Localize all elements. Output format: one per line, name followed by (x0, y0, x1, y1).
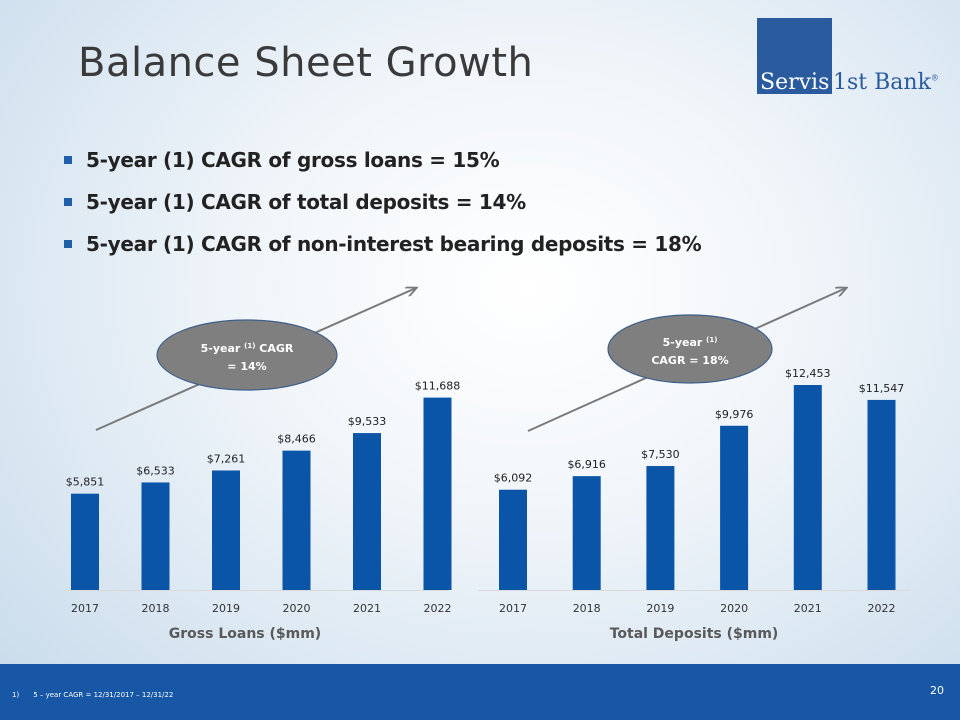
bullet-list: 5-year (1) CAGR of gross loans = 15% 5-y… (62, 148, 702, 274)
bar-loans-2019 (212, 470, 240, 590)
logo-text-servis: Servis (760, 70, 830, 95)
x-tick-label-loans-2019: 2019 (212, 602, 240, 615)
x-tick-label-deposits-2018: 2018 (573, 602, 601, 615)
logo-text-1st: 1st Bank (833, 70, 931, 95)
chart-title-loans: Gross Loans ($mm) (169, 626, 321, 642)
bar-deposits-2019 (646, 466, 675, 590)
logo-registered-mark: ® (930, 73, 939, 83)
bar-deposits-2021 (793, 385, 822, 590)
x-tick-label-loans-2022: 2022 (424, 602, 452, 615)
x-tick-label-deposits-2022: 2022 (868, 602, 896, 615)
data-label-loans-2022: $11,688 (415, 380, 461, 393)
page-number: 20 (930, 684, 944, 697)
bank-logo: Servis 1st Bank® (757, 18, 942, 96)
data-label-loans-2017: $5,851 (66, 476, 105, 489)
x-tick-label-loans-2017: 2017 (71, 602, 99, 615)
data-label-deposits-2019: $7,530 (641, 448, 680, 461)
x-tick-label-deposits-2019: 2019 (646, 602, 674, 615)
bullet-item: 5-year (1) CAGR of total deposits = 14% (62, 190, 701, 232)
charts-canvas: $5,851 2017 $6,533 2018 $7,261 2019 $8,466 2020… (62, 0, 910, 642)
cagr-annotation-loans-line1: 5-year (1) CAGR (201, 342, 294, 355)
cagr-annotation-deposits-ellipse (607, 314, 773, 384)
data-label-loans-2019: $7,261 (207, 452, 246, 465)
logo-text-1st-bank: 1st Bank® (833, 72, 939, 94)
bar-deposits-2022 (867, 399, 896, 590)
bullet-item: 5-year (1) CAGR of gross loans = 15% (62, 148, 701, 190)
x-tick-label-loans-2018: 2018 (142, 602, 170, 615)
footnote-text: 5 – year CAGR = 12/31/2017 – 12/31/22 (33, 691, 174, 699)
bar-loans-2018 (141, 482, 170, 590)
footnote-number: 1) (12, 691, 20, 699)
x-tick-label-deposits-2021: 2021 (794, 602, 822, 615)
footnote: 1) 5 – year CAGR = 12/31/2017 – 12/31/22 (12, 691, 173, 699)
data-label-loans-2021: $9,533 (348, 415, 387, 428)
bar-loans-2017 (71, 493, 99, 590)
bar-loans-2020 (282, 450, 311, 590)
bar-deposits-2020 (720, 425, 749, 590)
cagr-annotation-loans-ellipse (156, 319, 338, 391)
footer-band (0, 664, 960, 720)
chart-title-deposits: Total Deposits ($mm) (610, 626, 779, 642)
bar-loans-2022 (423, 397, 452, 590)
data-label-deposits-2022: $11,547 (859, 382, 905, 395)
logo-box (757, 18, 832, 94)
bullet-item: 5-year (1) CAGR of non-interest bearing … (62, 232, 702, 274)
x-tick-label-deposits-2017: 2017 (499, 602, 527, 615)
data-label-deposits-2021: $12,453 (785, 367, 831, 380)
data-label-deposits-2020: $9,976 (715, 408, 754, 421)
slide-title: Balance Sheet Growth (78, 40, 534, 86)
x-tick-label-loans-2020: 2020 (283, 602, 311, 615)
data-label-deposits-2017: $6,092 (494, 472, 533, 485)
cagr-annotation-deposits-line2: CAGR = 18% (651, 354, 728, 367)
x-tick-label-loans-2021: 2021 (353, 602, 381, 615)
cagr-annotation-loans-line2: = 14% (227, 360, 266, 373)
data-label-loans-2020: $8,466 (277, 433, 316, 446)
data-label-deposits-2018: $6,916 (567, 458, 606, 471)
bar-deposits-2018 (572, 476, 601, 590)
cagr-annotation-deposits-line1: 5-year (1) (663, 336, 718, 349)
bar-loans-2021 (353, 433, 381, 590)
x-tick-label-deposits-2020: 2020 (720, 602, 748, 615)
bar-deposits-2017 (499, 489, 527, 590)
data-label-loans-2018: $6,533 (136, 464, 175, 477)
